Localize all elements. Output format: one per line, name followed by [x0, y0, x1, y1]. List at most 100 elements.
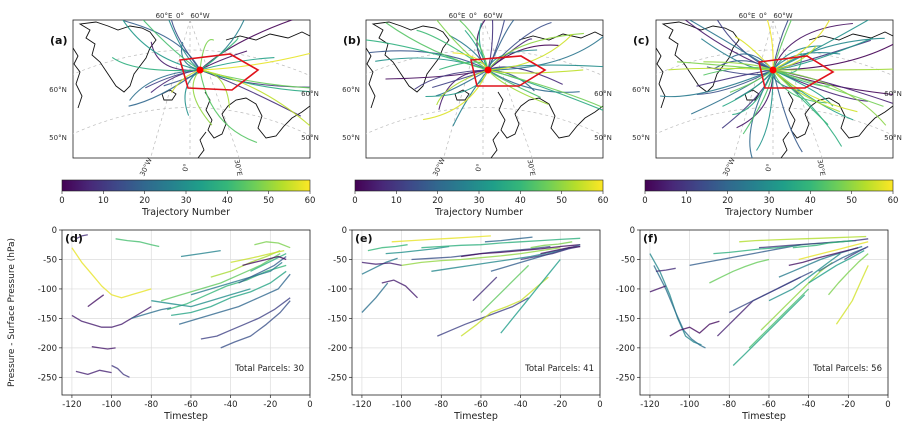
trajectory-path — [772, 68, 893, 71]
label-50n-left: 50°N — [342, 134, 360, 142]
map-panel-a: (a)60°E 0° 60°W60°N 60°N50°N 50°N30°W 0° 30°E0… — [49, 12, 319, 218]
colorbar-tick-label: 30 — [181, 196, 192, 206]
colorbar-label: Trajectory Number — [724, 207, 813, 218]
canada-coastline — [366, 47, 376, 109]
total-parcels-annotation: Total Parcels: 30 — [234, 364, 304, 374]
trajectory-path — [722, 69, 774, 107]
trajectory-path — [199, 37, 239, 71]
colorbar — [354, 179, 604, 192]
trajectory-path — [487, 69, 549, 105]
label-30w: 30°W — [431, 157, 446, 178]
trajectory-line — [210, 250, 281, 278]
trajectory-path — [772, 51, 841, 71]
colorbar-tick-label: 10 — [391, 196, 402, 206]
trajectory-line — [190, 261, 283, 296]
trajectory-line — [381, 279, 418, 299]
colorbar-tick-label: 10 — [681, 196, 692, 206]
trajectory-line — [716, 276, 801, 337]
y-tick-label: -100 — [38, 285, 57, 295]
x-tick-label: -60 — [184, 400, 198, 410]
trajectory-path — [487, 20, 494, 71]
trajectory-path — [729, 69, 774, 93]
trajectory-path — [772, 20, 809, 71]
trajectory-path — [487, 69, 584, 74]
trajectory-line — [87, 294, 105, 308]
trajectory-line — [649, 253, 702, 346]
x-tick-label: 0 — [307, 400, 312, 410]
label-60e: 60°E — [449, 12, 466, 20]
panel-letter: (a) — [50, 34, 67, 47]
colorbar-tick-label: 0 — [642, 196, 647, 206]
trajectory-path — [772, 69, 858, 113]
britain-coastline — [197, 131, 207, 158]
trajectory-path — [703, 61, 774, 71]
series-group — [361, 235, 581, 337]
trajectory-path — [772, 69, 884, 107]
y-tick-label: -250 — [38, 373, 57, 383]
trajectory-line — [653, 265, 706, 349]
label-30e: 30°E — [526, 159, 537, 177]
target-region-outline — [178, 53, 260, 91]
x-tick-label: -20 — [263, 400, 277, 410]
label-60w: 60°W — [483, 12, 502, 20]
label-30w: 30°W — [721, 157, 736, 178]
trajectory-path — [772, 45, 817, 71]
trajectory-path — [660, 69, 774, 98]
trajectory-path — [134, 20, 201, 71]
trajectory-line — [220, 300, 291, 349]
label-50n-right: 50°N — [301, 134, 319, 142]
x-tick-label: -80 — [144, 400, 158, 410]
y-tick-label: -250 — [328, 373, 347, 383]
trajectory-path — [452, 69, 489, 127]
y-tick-label: -200 — [616, 344, 635, 354]
colorbar-label: Trajectory Number — [141, 207, 230, 218]
colorbar-tick-label: 40 — [222, 196, 233, 206]
y-tick-label: -100 — [328, 285, 347, 295]
trajectory-path — [487, 34, 603, 71]
trajectory-path — [199, 50, 310, 71]
trajectory-line — [131, 307, 172, 320]
trajectory-line — [242, 255, 287, 267]
total-parcels-annotation: Total Parcels: 56 — [812, 364, 882, 374]
x-tick-label: -100 — [680, 400, 699, 410]
latitude-50 — [366, 107, 603, 141]
map-frame — [72, 19, 311, 159]
x-tick-label: -120 — [62, 400, 81, 410]
y-tick-label: -150 — [38, 314, 57, 324]
label-50n-left: 50°N — [632, 134, 650, 142]
line-panel-e: -120 -100 -80 -60 -40 -20 00-50-100-150-200-25… — [328, 226, 603, 422]
britain-coastline — [490, 131, 500, 158]
trajectory-group — [660, 20, 893, 158]
label-30e: 30°E — [816, 159, 827, 177]
trajectory-line — [739, 235, 867, 243]
colorbar-tick-label: 30 — [474, 196, 485, 206]
series-group — [649, 235, 869, 366]
label-60e: 60°E — [156, 12, 173, 20]
svalbard-coastline — [225, 31, 310, 41]
x-axis-label: Timestep — [453, 411, 498, 422]
trajectory-path — [772, 69, 827, 104]
trajectory-path — [169, 20, 201, 71]
scandinavia-coastline — [787, 91, 893, 139]
trajectory-path — [487, 64, 603, 71]
trajectory-path — [199, 39, 215, 71]
trajectory-line — [151, 288, 251, 308]
trajectory-line — [180, 249, 221, 258]
label-30w: 30°W — [138, 157, 153, 178]
trajectory-path — [414, 69, 489, 90]
trajectory-line — [655, 267, 676, 272]
target-region-outline — [470, 55, 547, 87]
x-axis-label: Timestep — [163, 411, 208, 422]
label-60n-left: 60°N — [342, 86, 360, 94]
trajectory-path — [772, 22, 853, 71]
trajectory-line — [520, 245, 581, 261]
y-tick-label: 0 — [342, 226, 347, 236]
trajectory-line — [361, 282, 389, 313]
trajectory-path — [128, 69, 201, 107]
y-tick-label: 0 — [52, 226, 57, 236]
trajectory-path — [487, 32, 584, 71]
trajectory-line — [689, 244, 801, 267]
trajectory-path — [746, 20, 774, 71]
colorbar-tick-label: 40 — [515, 196, 526, 206]
trajectory-line — [835, 265, 869, 325]
